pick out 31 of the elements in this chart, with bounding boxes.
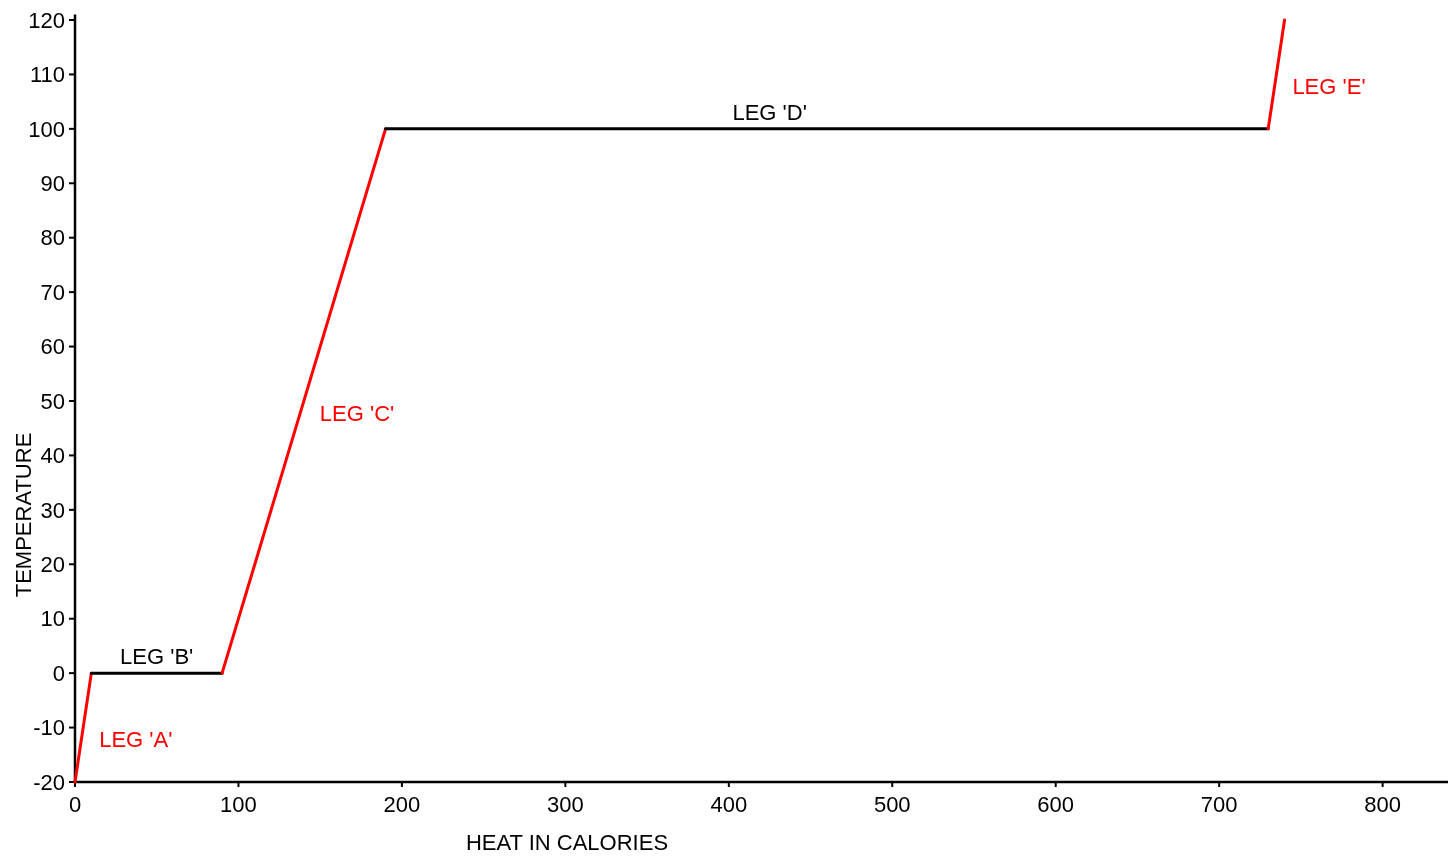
- y-tick-label: 50: [40, 388, 65, 414]
- y-tick-label: 100: [28, 116, 65, 142]
- y-tick-label: 80: [40, 225, 65, 251]
- y-tick-label: 60: [40, 334, 65, 360]
- y-tick-label: 40: [40, 443, 65, 469]
- annotation: LEG 'D': [732, 99, 807, 125]
- y-tick-label: -10: [33, 715, 65, 741]
- annotation: LEG 'E': [1292, 74, 1366, 100]
- x-axis-title: HEAT IN CALORIES: [465, 830, 669, 855]
- x-tick-label: 500: [873, 792, 911, 817]
- annotation: LEG 'B': [120, 644, 194, 670]
- annotation: LEG 'A': [99, 727, 173, 753]
- y-tick-label: 90: [40, 170, 65, 196]
- x-tick-label: 300: [547, 792, 584, 817]
- x-tick-label: 0: [68, 792, 82, 817]
- x-tick-label: 700: [1200, 792, 1238, 817]
- x-tick-label: 200: [383, 792, 421, 817]
- y-tick-label: -20: [33, 769, 65, 795]
- y-tick-label: 70: [40, 279, 65, 305]
- y-axis-title: TEMPERATURE: [11, 432, 36, 598]
- x-tick-label: 800: [1364, 792, 1401, 817]
- x-tick-label: 600: [1037, 792, 1075, 817]
- y-tick-label: 20: [40, 551, 65, 577]
- x-tick-label: 100: [220, 792, 257, 817]
- y-tick-label: 110: [29, 62, 65, 88]
- y-tick-label: 10: [40, 606, 65, 632]
- y-tick-label: 0: [52, 660, 65, 686]
- x-tick-label: 400: [710, 792, 748, 817]
- y-tick-label: 30: [40, 497, 65, 523]
- annotation: LEG 'C': [319, 400, 395, 426]
- y-tick-label: 120: [28, 7, 65, 33]
